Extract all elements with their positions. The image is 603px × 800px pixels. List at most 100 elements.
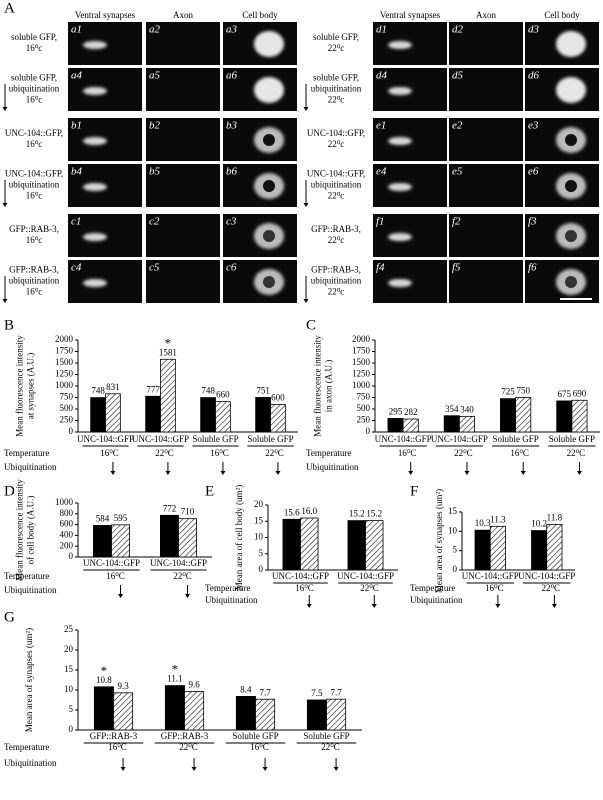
value-label: 9.3: [117, 681, 129, 691]
row-label: 16⁰c: [26, 43, 43, 53]
ubiquitination-title: Ubiquitination: [4, 462, 57, 472]
category-label: UNC-104::GFP: [431, 434, 488, 444]
row-label: UNC-104::GFP,: [5, 128, 63, 138]
bar: [347, 520, 366, 571]
temperature-label: 16⁰C: [100, 448, 119, 458]
synapse-signal: [388, 87, 412, 95]
bar: [515, 397, 532, 433]
synapse-signal: [83, 41, 107, 49]
temperature-title: Temperature: [306, 448, 351, 458]
value-label: 9.6: [188, 680, 200, 690]
category-label: Soluble GFP: [492, 434, 538, 444]
column-header: Ventral synapses: [75, 10, 136, 20]
arrow-head: [551, 604, 557, 608]
tile-label: b6: [226, 166, 238, 178]
row-label: 22⁰c: [328, 139, 345, 149]
tile-label: a6: [226, 70, 238, 82]
y-tick-label: 20: [64, 644, 74, 654]
category-label: UNC-104::GFP: [83, 558, 140, 568]
arrow-head: [303, 203, 309, 207]
y-tick-label: 1750: [55, 346, 74, 356]
row-label: UNC-104::GFP,: [307, 169, 365, 179]
y-tick-label: 1000: [55, 497, 74, 507]
tile-label: d4: [376, 70, 388, 82]
nucleus: [263, 276, 275, 288]
micrograph: [146, 214, 220, 257]
ubiquitination-title: Ubiquitination: [4, 585, 57, 595]
temperature-label: 22⁰C: [265, 448, 284, 458]
micrograph: [449, 68, 523, 111]
y-tick-label: 1250: [55, 369, 74, 379]
value-label: 354: [445, 404, 459, 414]
micrograph: [146, 164, 220, 207]
category-label: UNC-104::GFP: [272, 571, 329, 581]
nucleus: [565, 180, 577, 192]
category-label: UNC-104::GFP: [518, 571, 575, 581]
y-tick-label: 1500: [352, 357, 371, 367]
bar: [160, 514, 179, 558]
arrow-head: [185, 594, 191, 598]
arrow-head: [371, 604, 377, 608]
temperature-label: 16⁰C: [510, 448, 529, 458]
value-label: 748: [91, 386, 105, 396]
bar: [164, 685, 185, 731]
arrow-head: [333, 767, 339, 771]
y-tick-label: 1500: [55, 357, 74, 367]
y-tick-label: 750: [357, 392, 371, 402]
bar: [184, 691, 205, 731]
arrow-head: [520, 471, 526, 475]
y-tick-label: 250: [60, 415, 74, 425]
value-label: 710: [181, 507, 195, 517]
row-label: 22⁰c: [328, 95, 345, 105]
row-label: GFP::RAB-3,: [9, 224, 59, 234]
arrow-head: [576, 471, 582, 475]
significance-marker: *: [101, 663, 108, 678]
y-tick-label: 500: [60, 403, 74, 413]
synapse-signal: [388, 41, 412, 49]
value-label: 10.3: [475, 518, 491, 528]
value-label: 7.5: [311, 688, 323, 698]
value-label: 595: [114, 513, 128, 523]
tile-label: e5: [452, 166, 463, 178]
row-label: 16⁰c: [26, 191, 43, 201]
tile-label: e1: [376, 120, 386, 132]
y-tick-label: 800: [60, 508, 74, 518]
panel-label: A: [4, 0, 15, 16]
category-label: GFP::RAB-3: [90, 731, 138, 741]
value-label: 340: [460, 404, 474, 414]
bar: [326, 698, 347, 731]
y-tick-label: 0: [259, 564, 264, 574]
bar: [387, 418, 404, 433]
arrow-head: [220, 471, 226, 475]
value-label: 15.6: [284, 507, 300, 517]
bar: [160, 358, 176, 433]
temperature-label: 22⁰C: [155, 448, 174, 458]
significance-marker: *: [172, 662, 179, 677]
column-header: Cell body: [242, 10, 278, 20]
value-label: 10.2: [531, 519, 547, 529]
category-label: UNC-104::GFP: [462, 571, 519, 581]
tile-label: a5: [149, 70, 161, 82]
arrow-head: [306, 604, 312, 608]
row-label: 22⁰c: [328, 235, 345, 245]
category-label: UNC-104::GFP: [77, 434, 134, 444]
arrow-head: [495, 604, 501, 608]
tile-label: a3: [226, 24, 238, 36]
cell-body-signal: [556, 31, 586, 57]
y-tick-label: 0: [69, 551, 74, 561]
arrow-head: [303, 299, 309, 303]
arrow-head: [275, 471, 281, 475]
nucleus: [263, 180, 275, 192]
panel-label: F: [410, 483, 418, 499]
value-label: 7.7: [330, 687, 342, 697]
arrow-head: [110, 471, 116, 475]
row-label: 22⁰c: [328, 43, 345, 53]
bar: [105, 393, 121, 433]
y-tick-label: 1250: [352, 369, 371, 379]
row-label: ubiquitination: [9, 276, 60, 286]
y-tick-label: 10: [254, 532, 264, 542]
arrow-head: [464, 471, 470, 475]
bar: [365, 520, 384, 571]
tile-label: c1: [71, 216, 81, 228]
bar: [306, 699, 327, 731]
